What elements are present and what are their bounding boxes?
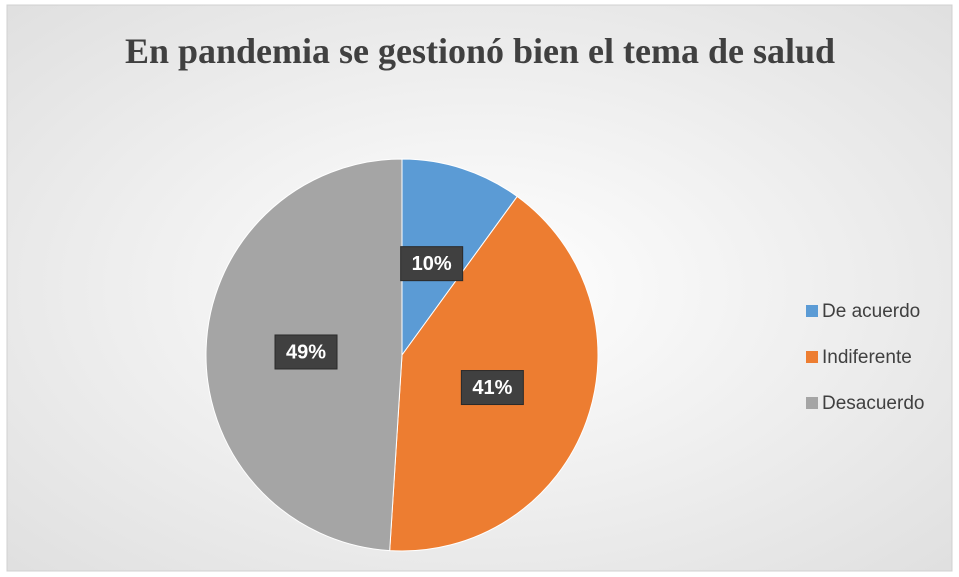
legend-marker: [806, 351, 818, 363]
data-label: 10%: [412, 253, 452, 275]
legend-label: Desacuerdo: [822, 393, 924, 414]
legend-marker: [806, 397, 818, 409]
data-label-box: [460, 370, 524, 406]
data-label: 41%: [472, 377, 512, 399]
legend-label: Indiferente: [822, 347, 912, 368]
data-label-box: [400, 246, 464, 282]
legend-label: De acuerdo: [822, 301, 920, 322]
data-label-box: [274, 334, 338, 370]
legend-marker: [806, 305, 818, 317]
chart-title: En pandemia se gestionó bien el tema de …: [125, 31, 835, 71]
data-label: 49%: [286, 341, 326, 363]
